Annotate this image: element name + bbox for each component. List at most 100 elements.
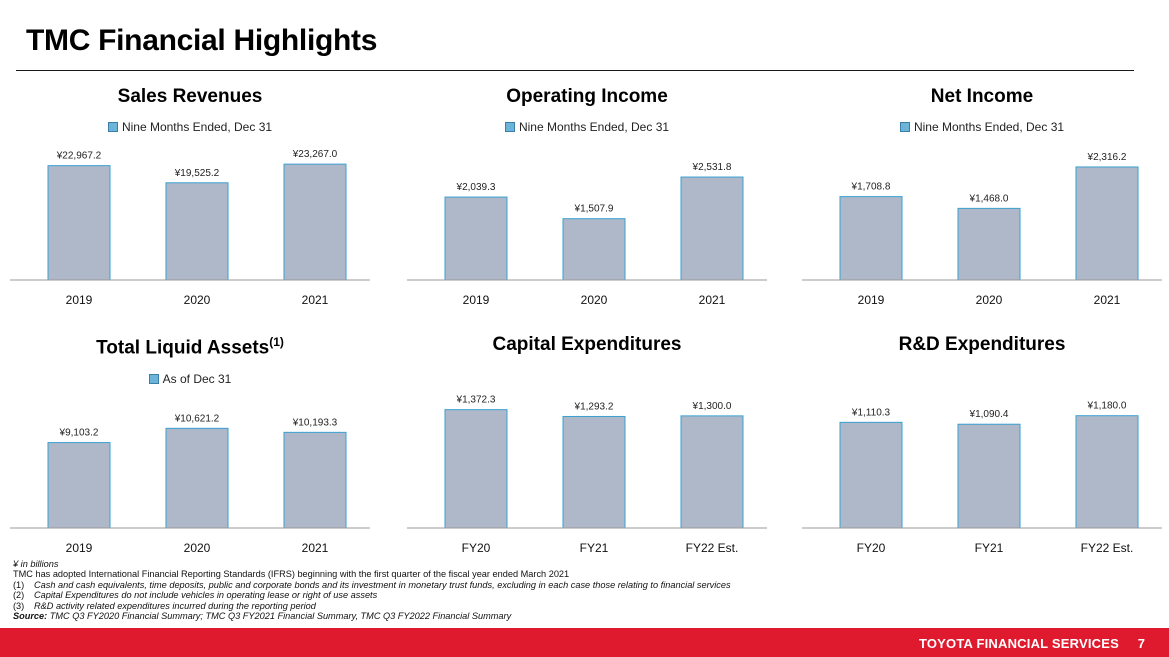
bar-chart-plot: ¥9,103.2 2019 ¥10,621.2 2020 ¥10,193.3 2021 — [10, 413, 370, 555]
chart-title-text: Sales Revenues — [117, 86, 263, 107]
footnote-number: (2) — [13, 590, 25, 601]
bar-2021 — [680, 176, 744, 281]
bar-chart-plot: ¥1,110.3 FY20 ¥1,090.4 FY21 ¥1,180.0 FY22 Est… — [802, 401, 1162, 555]
chart-rd-expenditures: ¥1,110.3 FY20 ¥1,090.4 FY21 ¥1,180.0 FY22 Est… — [792, 334, 1169, 574]
chart-legend: Nine Months Ended, Dec 31 — [397, 120, 777, 134]
chart-sales-revenues: ¥22,967.2 2019 ¥19,525.2 2020 ¥23,267.0 2021 … — [0, 86, 380, 326]
data-label: ¥1,293.2 — [574, 401, 614, 412]
chart-legend: Nine Months Ended, Dec 31 — [792, 120, 1169, 134]
x-tick-label: 2021 — [302, 541, 329, 555]
x-tick-label: FY21 — [580, 541, 609, 555]
footnotes: ¥ in billions TMC has adopted Internatio… — [13, 559, 1153, 621]
page-title: TMC Financial Highlights — [26, 24, 378, 57]
chart-total-liquid-assets: ¥9,103.2 2019 ¥10,621.2 2020 ¥10,193.3 2021 T… — [0, 334, 380, 574]
bar-2021 — [283, 163, 347, 281]
bar-2020 — [165, 427, 229, 529]
bar-2021 — [1075, 166, 1139, 281]
data-label: ¥1,468.0 — [969, 193, 1009, 204]
bar-fy22-est- — [680, 415, 744, 529]
data-label: ¥1,708.8 — [851, 182, 891, 193]
bar-fy22-est- — [1075, 415, 1139, 529]
bar-2020 — [957, 207, 1021, 281]
data-label: ¥1,300.0 — [692, 401, 732, 412]
data-label: ¥23,267.0 — [292, 149, 338, 160]
x-tick-label: 2019 — [858, 293, 885, 307]
chart-title: Net Income — [792, 86, 1169, 108]
legend-swatch — [107, 122, 118, 132]
data-label: ¥1,180.0 — [1087, 401, 1127, 412]
legend-swatch — [899, 122, 910, 132]
chart-title: Capital Expenditures — [397, 334, 777, 356]
chart-legend: Nine Months Ended, Dec 31 — [0, 120, 380, 134]
data-label: ¥2,039.3 — [456, 182, 496, 193]
x-tick-label: 2020 — [184, 541, 211, 555]
chart-title: R&D Expenditures — [792, 334, 1169, 356]
footnote-text: Cash and cash equivalents, time deposits… — [34, 579, 731, 590]
bar-chart-plot: ¥2,039.3 2019 ¥1,507.9 2020 ¥2,531.8 2021 — [407, 162, 767, 307]
x-tick-label: 2019 — [66, 541, 93, 555]
legend-label: Nine Months Ended, Dec 31 — [913, 120, 1065, 134]
source-label: Source: — [13, 611, 48, 622]
data-label: ¥22,967.2 — [56, 151, 102, 162]
data-label: ¥2,531.8 — [692, 162, 732, 173]
x-tick-label: FY22 Est. — [686, 541, 739, 555]
legend-swatch — [148, 374, 159, 384]
x-tick-label: 2019 — [463, 293, 490, 307]
legend-swatch — [504, 122, 515, 132]
chart-title: Sales Revenues — [0, 86, 380, 108]
bar-2019 — [839, 196, 903, 281]
bar-fy20 — [839, 421, 903, 529]
bar-2020 — [165, 182, 229, 281]
chart-title-text: Operating Income — [506, 86, 668, 107]
chart-capital-expenditures: ¥1,372.3 FY20 ¥1,293.2 FY21 ¥1,300.0 FY22 Est… — [397, 334, 777, 574]
source-text: TMC Q3 FY2020 Financial Summary; TMC Q3 … — [49, 611, 512, 622]
ifrs-note: TMC has adopted International Financial … — [13, 569, 570, 580]
chart-title-text: Total Liquid Assets — [96, 337, 270, 359]
footer-bar: TOYOTA FINANCIAL SERVICES 7 — [0, 628, 1169, 657]
source-note: Source: TMC Q3 FY2020 Financial Summary;… — [13, 611, 1153, 621]
bar-chart-plot: ¥1,372.3 FY20 ¥1,293.2 FY21 ¥1,300.0 FY22 Est… — [407, 395, 767, 555]
footnote-text: Capital Expenditures do not include vehi… — [34, 590, 378, 601]
page-number: 7 — [1137, 636, 1145, 651]
x-tick-label: 2020 — [581, 293, 608, 307]
x-tick-label: FY20 — [462, 541, 491, 555]
bar-2019 — [47, 442, 111, 529]
bar-fy21 — [957, 423, 1021, 529]
chart-title: Total Liquid Assets(1) — [0, 335, 380, 359]
legend-label: As of Dec 31 — [162, 372, 232, 386]
footnote-2: (2) Capital Expenditures do not include v… — [13, 590, 1153, 600]
footer-brand: TOYOTA FINANCIAL SERVICES — [918, 636, 1119, 651]
chart-title-text: R&D Expenditures — [898, 334, 1066, 355]
title-divider — [16, 70, 1134, 71]
footnote-number: (3) — [13, 600, 25, 611]
x-tick-label: 2020 — [976, 293, 1003, 307]
bar-2019 — [444, 196, 508, 281]
data-label: ¥1,110.3 — [851, 407, 891, 418]
chart-net-income: ¥1,708.8 2019 ¥1,468.0 2020 ¥2,316.2 2021 Net… — [792, 86, 1169, 326]
x-tick-label: 2020 — [184, 293, 211, 307]
chart-legend: As of Dec 31 — [0, 372, 380, 386]
bar-fy21 — [562, 415, 626, 529]
x-tick-label: 2021 — [302, 293, 329, 307]
x-tick-label: 2021 — [699, 293, 726, 307]
x-tick-label: 2019 — [66, 293, 93, 307]
data-label: ¥9,103.2 — [59, 428, 99, 439]
data-label: ¥19,525.2 — [174, 168, 220, 179]
legend-label: Nine Months Ended, Dec 31 — [518, 120, 670, 134]
units-note: ¥ in billions — [13, 559, 59, 569]
footnote-text: R&D activity related expenditures incurr… — [34, 600, 316, 611]
x-tick-label: FY22 Est. — [1081, 541, 1134, 555]
chart-title-footnote-ref: (1) — [269, 335, 284, 349]
bar-fy20 — [444, 409, 508, 529]
data-label: ¥1,507.9 — [574, 204, 614, 215]
footnote-number: (1) — [13, 579, 25, 590]
data-label: ¥1,372.3 — [456, 395, 496, 406]
data-label: ¥10,193.3 — [292, 417, 338, 428]
chart-title: Operating Income — [397, 86, 777, 108]
legend-label: Nine Months Ended, Dec 31 — [121, 120, 273, 134]
bar-2020 — [562, 218, 626, 281]
chart-operating-income: ¥2,039.3 2019 ¥1,507.9 2020 ¥2,531.8 2021 Ope… — [397, 86, 777, 326]
bar-chart-plot: ¥22,967.2 2019 ¥19,525.2 2020 ¥23,267.0 2021 — [10, 149, 370, 307]
chart-title-text: Capital Expenditures — [492, 334, 682, 355]
bar-2019 — [47, 165, 111, 281]
